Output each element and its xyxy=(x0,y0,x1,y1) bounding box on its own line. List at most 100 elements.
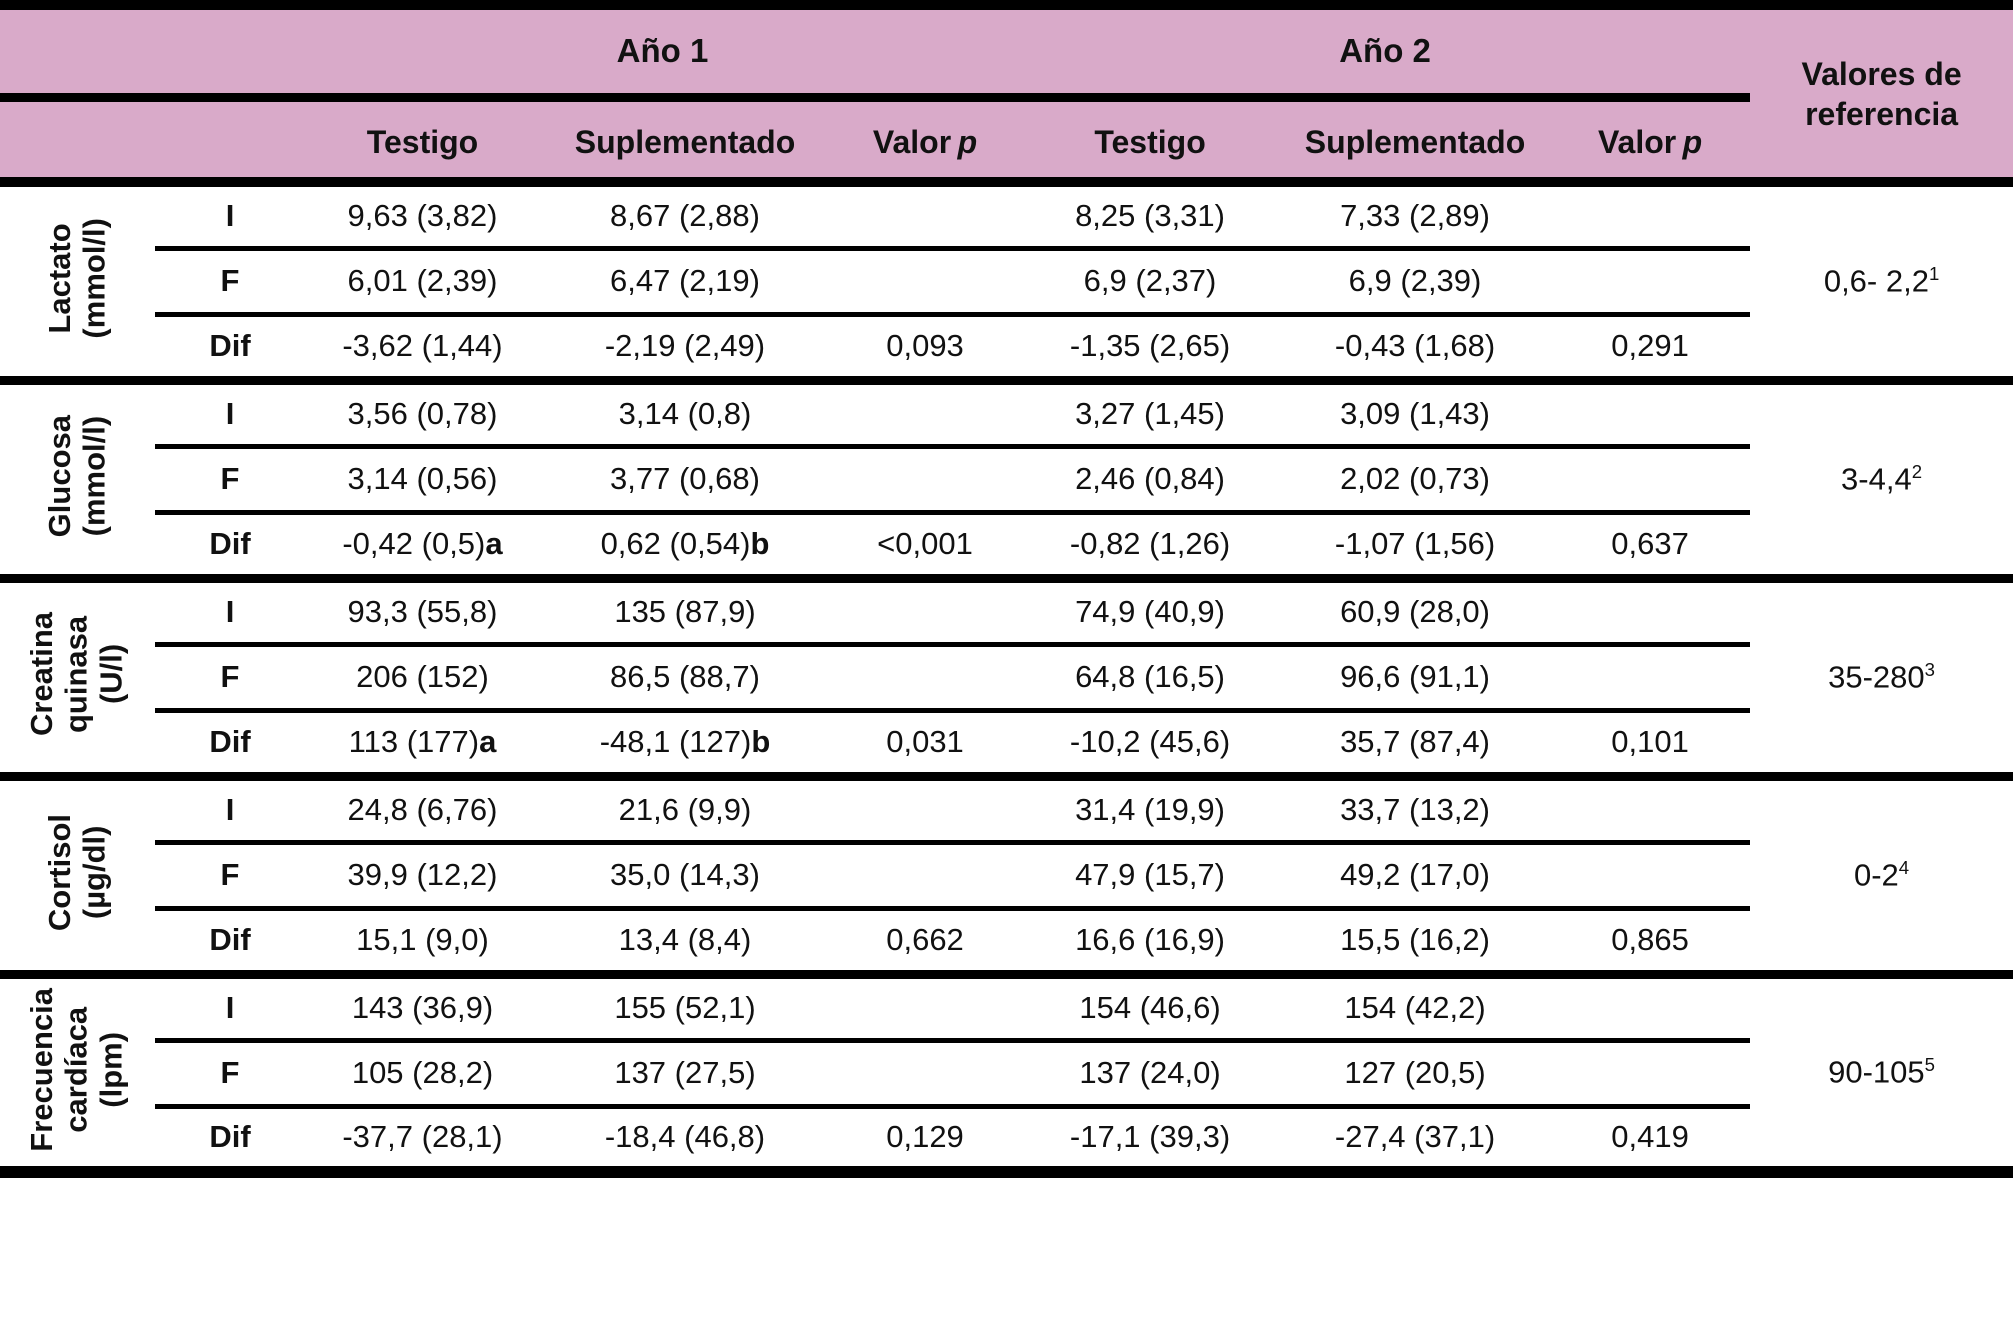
table-row: Lactato (mmol/l) I 9,63 (3,82) 8,67 (2,8… xyxy=(0,182,2013,385)
cell-value: 6,01 (2,39) xyxy=(347,263,498,298)
cell-y1-valorp xyxy=(830,380,1021,449)
cell-y2-suplementado: 15,5 (16,2) xyxy=(1280,908,1551,979)
cell-y1-valorp xyxy=(830,776,1021,845)
cell-y2-valorp: 0,637 xyxy=(1550,512,1751,583)
cell-y2-valorp xyxy=(1550,974,1751,1043)
row-sublabel: F xyxy=(155,644,305,713)
reference-value: 35-2803 xyxy=(1750,578,2013,781)
cell-y2-valorp xyxy=(1550,776,1751,845)
col-header-suplementado-y1: Suplementado xyxy=(540,97,830,187)
group-label-text: Lactato (mmol/l) xyxy=(41,218,112,340)
cell-y2-testigo: 3,27 (1,45) xyxy=(1020,380,1281,449)
cell-y1-testigo: 93,3 (55,8) xyxy=(305,578,540,647)
cell-value: 3,14 (0,8) xyxy=(618,396,752,431)
p-label: p xyxy=(957,124,978,160)
cell-value: 3,14 (0,56) xyxy=(347,461,498,496)
p-label: p xyxy=(1682,124,1703,160)
cell-y1-suplementado: 3,77 (0,68) xyxy=(540,446,830,515)
row-sublabel: F xyxy=(155,842,305,911)
row-sublabel: Dif xyxy=(155,512,305,583)
cell-y1-suplementado: 155 (52,1) xyxy=(540,974,830,1043)
col-header-testigo-y2: Testigo xyxy=(1020,97,1281,187)
group-cortisol: Cortisol (µg/dl) I 24,8 (6,76) 21,6 (9,9… xyxy=(0,776,2013,979)
cell-y2-testigo: 154 (46,6) xyxy=(1020,974,1281,1043)
row-sublabel: I xyxy=(155,578,305,647)
cell-y1-valorp xyxy=(830,1040,1021,1109)
cell-value: 8,67 (2,88) xyxy=(610,198,760,234)
cell-y2-suplementado: 96,6 (91,1) xyxy=(1280,644,1551,713)
table-row: Cortisol (µg/dl) I 24,8 (6,76) 21,6 (9,9… xyxy=(0,776,2013,979)
row-sublabel: Dif xyxy=(155,1106,305,1178)
cell-y2-valorp xyxy=(1550,380,1751,449)
cell-y2-testigo: 6,9 (2,37) xyxy=(1020,248,1281,317)
col-header-valorp-y1: Valor p xyxy=(830,97,1021,187)
col-header-suplementado-y2: Suplementado xyxy=(1280,97,1551,187)
cell-y2-suplementado: 60,9 (28,0) xyxy=(1280,578,1551,647)
row-sublabel: Dif xyxy=(155,314,305,385)
cell-suffix: a xyxy=(485,526,503,561)
cell-y2-valorp xyxy=(1550,446,1751,515)
cell-y1-suplementado: 13,4 (8,4) xyxy=(540,908,830,979)
row-sublabel: I xyxy=(155,974,305,1043)
row-group-label: Glucosa (mmol/l) xyxy=(0,380,155,583)
cell-y1-valorp xyxy=(830,644,1021,713)
cell-y2-testigo: 137 (24,0) xyxy=(1020,1040,1281,1109)
cell-y1-testigo: -37,7 (28,1) xyxy=(305,1106,540,1178)
cell-y1-valorp: 0,093 xyxy=(830,314,1021,385)
cell-value: 35,0 (14,3) xyxy=(610,857,760,892)
cell-y1-testigo: 9,63 (3,82) xyxy=(305,182,540,251)
cell-y1-valorp xyxy=(830,248,1021,317)
cell-y1-suplementado: 35,0 (14,3) xyxy=(540,842,830,911)
col-header-valorp-y2: Valor p xyxy=(1550,97,1751,187)
cell-value: 137 (27,5) xyxy=(614,1055,756,1090)
cell-y1-suplementado: 8,67 (2,88) xyxy=(540,182,830,251)
cell-value: 86,5 (88,7) xyxy=(610,659,760,694)
group-label-text: Creatina quinasa (U/l) xyxy=(24,612,129,737)
row-sublabel: Dif xyxy=(155,908,305,979)
cell-y2-suplementado: 49,2 (17,0) xyxy=(1280,842,1551,911)
cell-y2-valorp xyxy=(1550,182,1751,251)
table-row: Dif 113 (177)a -48,1 (127)b 0,031 -10,2 … xyxy=(0,710,2013,781)
cell-y1-testigo: 105 (28,2) xyxy=(305,1040,540,1109)
table-row: Frecuencia cardíaca (lpm) I 143 (36,9) 1… xyxy=(0,974,2013,1178)
cell-y1-testigo: 3,56 (0,78) xyxy=(305,380,540,449)
cell-y2-valorp xyxy=(1550,644,1751,713)
cell-y1-testigo: 39,9 (12,2) xyxy=(305,842,540,911)
col-header-testigo-y1: Testigo xyxy=(305,97,540,187)
cell-y2-testigo: -10,2 (45,6) xyxy=(1020,710,1281,781)
table-row: F 39,9 (12,2) 35,0 (14,3) 47,9 (15,7) 49… xyxy=(0,842,2013,911)
reference-value: 3-4,42 xyxy=(1750,380,2013,583)
cell-value: -2,19 (2,49) xyxy=(604,328,766,363)
cell-y2-testigo: -17,1 (39,3) xyxy=(1020,1106,1281,1178)
header-column-row: Testigo Suplementado Valor p Testigo Supl… xyxy=(0,97,2013,187)
cell-y2-suplementado: 35,7 (87,4) xyxy=(1280,710,1551,781)
cell-y2-testigo: 31,4 (19,9) xyxy=(1020,776,1281,845)
cell-suffix: a xyxy=(479,724,497,759)
cell-y2-valorp: 0,101 xyxy=(1550,710,1751,781)
cell-value: 206 (152) xyxy=(356,659,489,694)
row-group-label: Creatina quinasa (U/l) xyxy=(0,578,155,781)
cell-y1-suplementado: 0,62 (0,54)b xyxy=(540,512,830,583)
row-sublabel: F xyxy=(155,248,305,317)
cell-suffix: b xyxy=(751,724,771,759)
cell-y1-valorp: <0,001 xyxy=(830,512,1021,583)
row-sublabel: F xyxy=(155,1040,305,1109)
reference-text: 0-2 xyxy=(1853,857,1899,893)
table-row: F 3,14 (0,56) 3,77 (0,68) 2,46 (0,84) 2,… xyxy=(0,446,2013,515)
cell-y1-valorp: 0,662 xyxy=(830,908,1021,979)
cell-y2-suplementado: 154 (42,2) xyxy=(1280,974,1551,1043)
cell-y2-testigo: 8,25 (3,31) xyxy=(1020,182,1281,251)
cell-y2-suplementado: 33,7 (13,2) xyxy=(1280,776,1551,845)
cell-y1-suplementado: 137 (27,5) xyxy=(540,1040,830,1109)
cell-y1-suplementado: 21,6 (9,9) xyxy=(540,776,830,845)
cell-y1-testigo: 206 (152) xyxy=(305,644,540,713)
cell-value: 39,9 (12,2) xyxy=(347,857,498,892)
cell-value: 113 (177) xyxy=(348,724,480,759)
cell-y1-testigo: 6,01 (2,39) xyxy=(305,248,540,317)
cell-value: 155 (52,1) xyxy=(614,990,756,1025)
row-sublabel: I xyxy=(155,380,305,449)
cell-value: 143 (36,9) xyxy=(351,990,494,1025)
data-table: Año 1 Año 2 Valores de referencia Testig… xyxy=(0,0,2013,1178)
cell-value: 13,4 (8,4) xyxy=(618,922,752,957)
cell-y2-valorp xyxy=(1550,842,1751,911)
